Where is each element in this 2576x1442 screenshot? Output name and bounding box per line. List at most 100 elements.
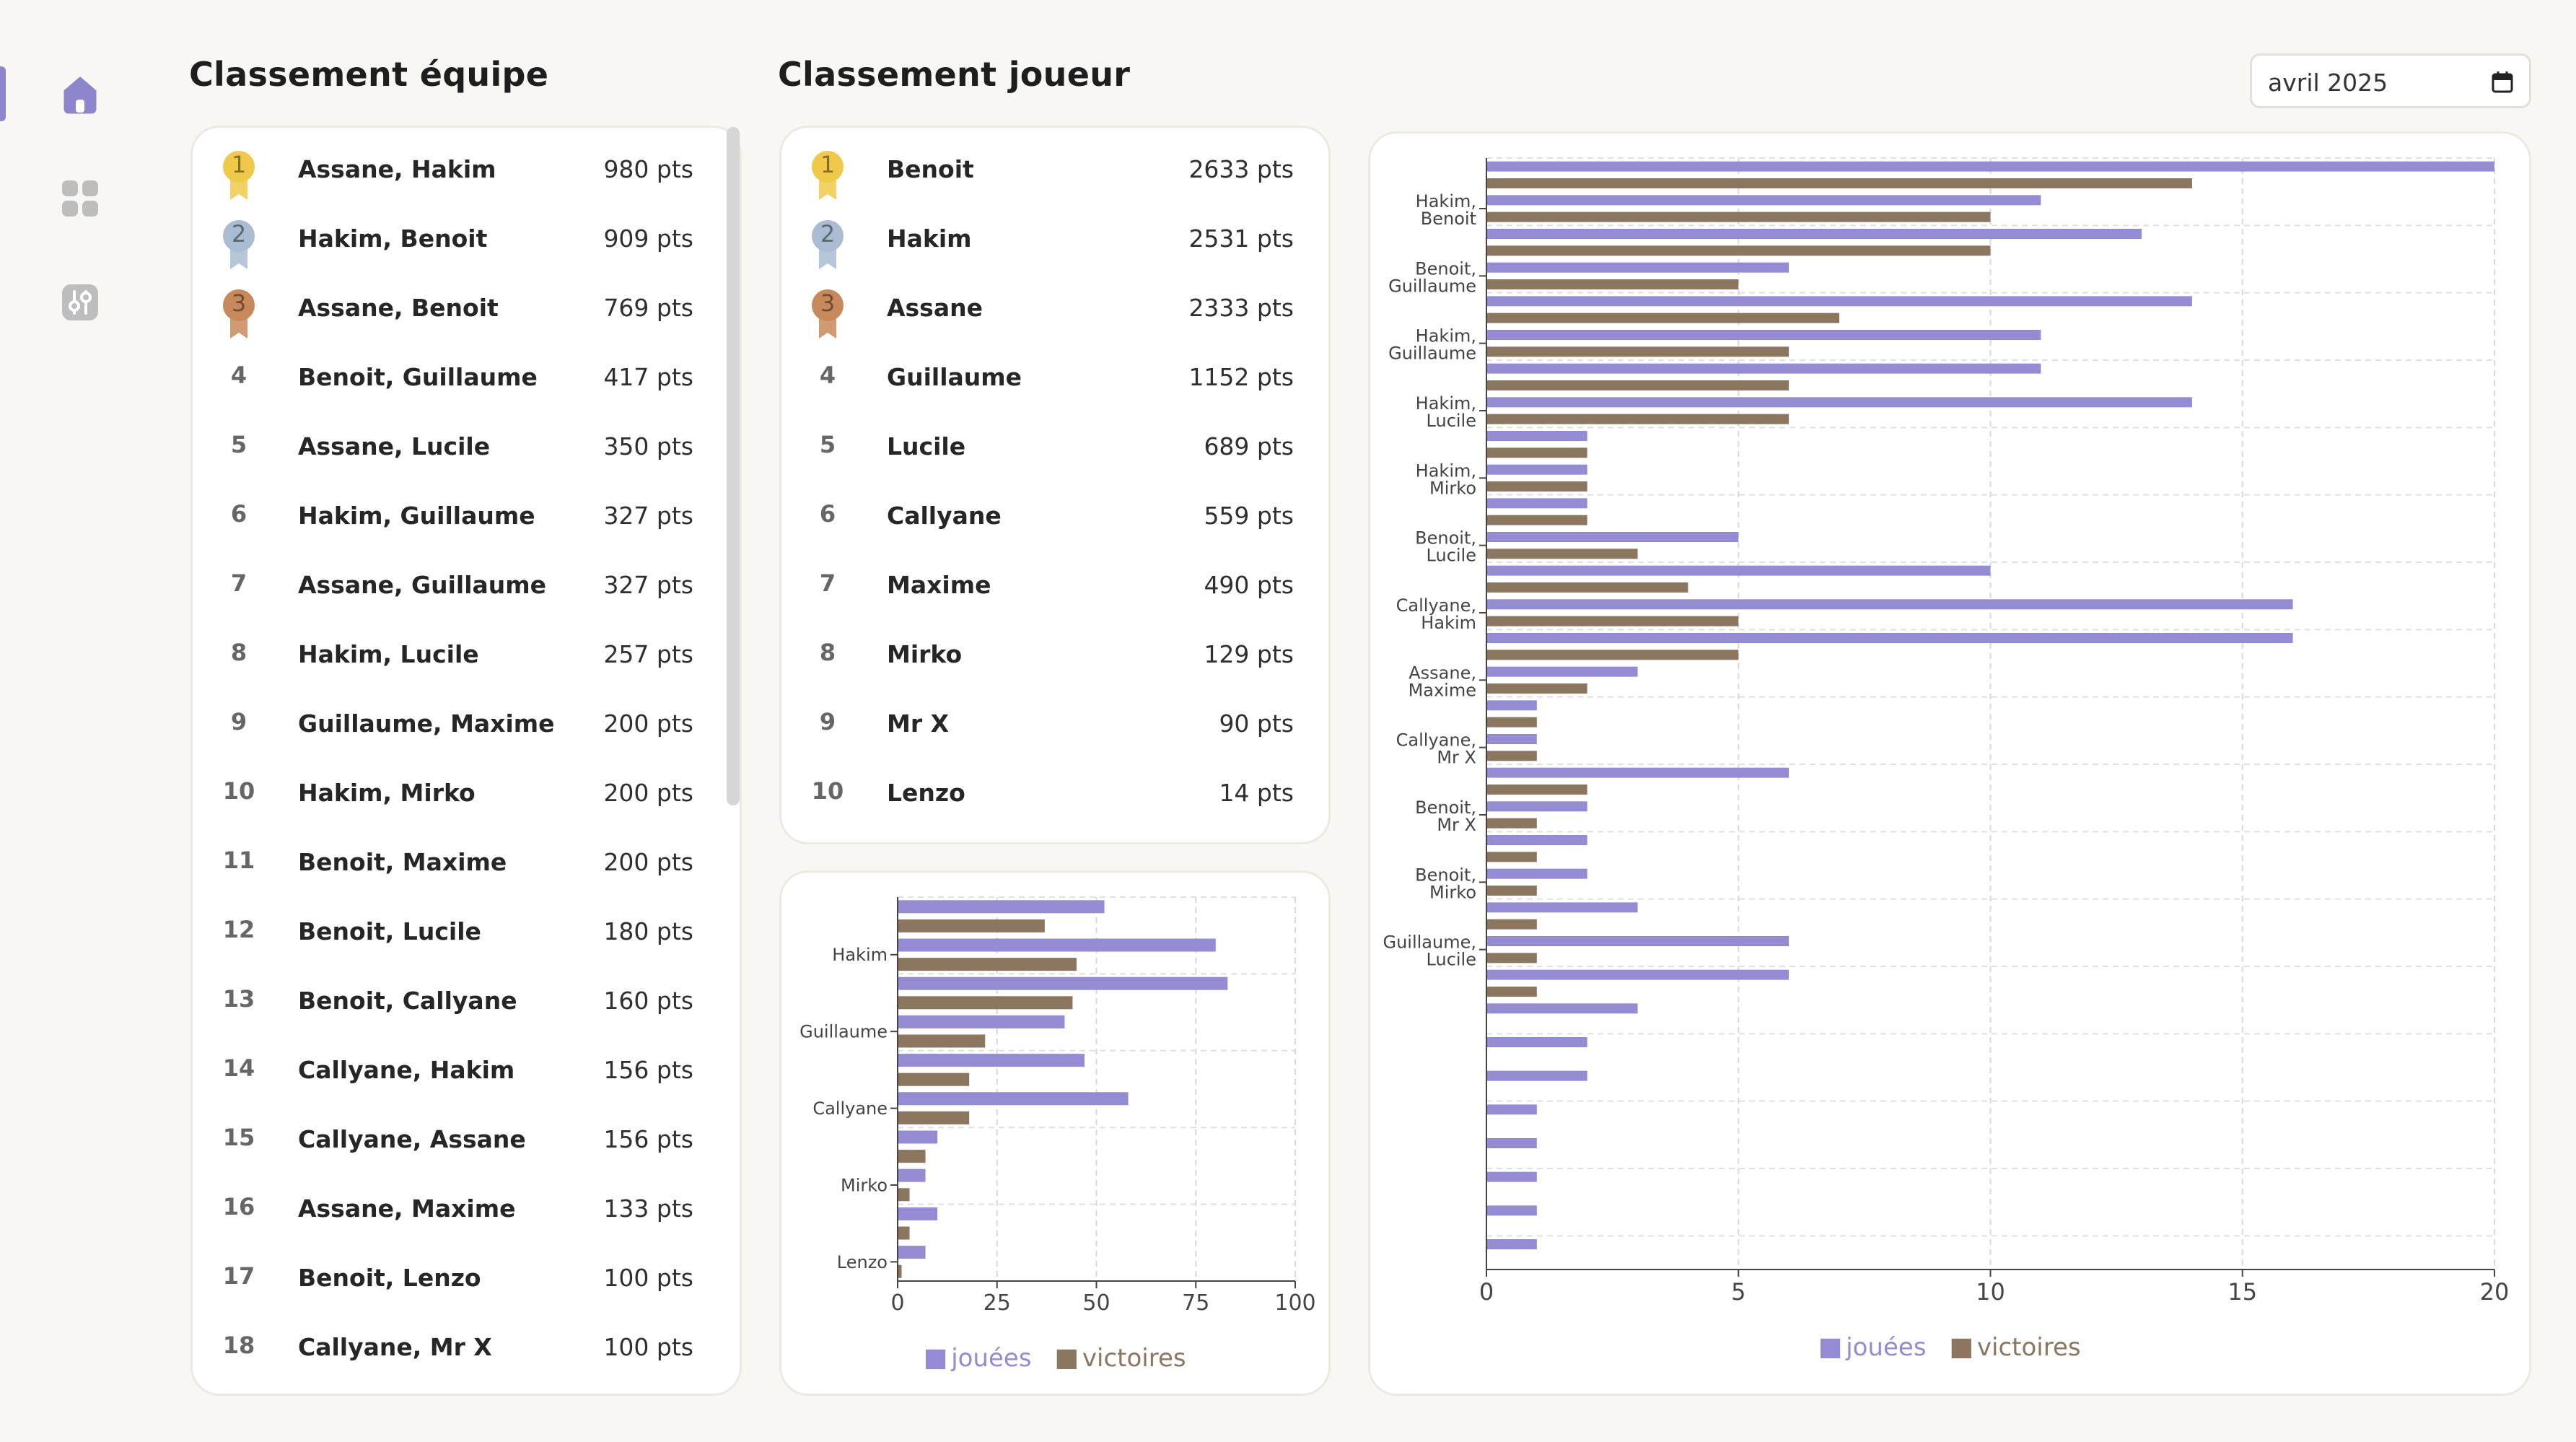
player-ranking-card: 1 Benoit 2633 pts 2 Hakim 2531 pts 3 Assane 2333… (779, 126, 1331, 844)
month-picker[interactable]: avril 2025 (2250, 53, 2531, 108)
bar-wins (1486, 481, 1587, 491)
ranking-row: 18 Callyane, Mr X 100 pts (193, 1316, 740, 1385)
home-icon[interactable] (59, 74, 101, 115)
bar-wins (898, 919, 1045, 932)
ranking-name: Callyane, Assane (298, 1125, 526, 1153)
bar-played (1486, 902, 1638, 913)
bar-wins (1486, 886, 1537, 896)
bar-played (1486, 767, 1789, 778)
rank-number: 8 (819, 639, 836, 666)
bar-wins (1486, 751, 1537, 761)
ranking-points: 559 pts (1204, 502, 1294, 530)
legend-label-wins: victoires (1977, 1333, 2081, 1362)
ranking-row: 8 Hakim, Lucile 257 pts (193, 623, 740, 692)
legend-swatch-played (926, 1349, 946, 1369)
ranking-points: 156 pts (603, 1125, 693, 1153)
bar-wins (898, 1226, 910, 1240)
ranking-name: Hakim (887, 224, 972, 253)
bar-played (898, 1015, 1065, 1028)
y-tick-label: Hakim, (1416, 393, 1476, 414)
rank-number: 4 (230, 362, 247, 389)
ranking-points: 980 pts (603, 155, 693, 183)
bar-wins (898, 1072, 970, 1086)
rank-number: 13 (222, 985, 255, 1013)
bar-played (1486, 229, 2142, 239)
bar-played (1486, 835, 1587, 845)
rank-number: 18 (222, 1332, 255, 1359)
bar-wins (1486, 279, 1739, 289)
ranking-name: Assane, Lucile (298, 432, 491, 460)
legend-swatch-played (1821, 1338, 1841, 1358)
bar-played (1486, 464, 1587, 475)
y-tick-label: Assane, (1409, 663, 1476, 683)
y-tick-label: Lucile (1427, 411, 1476, 431)
y-tick-label: Lucile (1427, 950, 1476, 970)
ranking-points: 327 pts (603, 571, 693, 599)
bar-wins (1486, 380, 1789, 390)
bar-played (1486, 734, 1537, 744)
rank-number: 14 (222, 1054, 255, 1082)
y-tick-label: Guillaume (799, 1022, 888, 1042)
bar-played (1486, 195, 2041, 206)
bar-played (1486, 868, 1587, 879)
bar-wins (1486, 549, 1638, 559)
ranking-points: 100 pts (603, 1333, 693, 1361)
bar-played (1486, 801, 1587, 812)
ranking-points: 200 pts (603, 709, 693, 738)
bar-wins (1486, 313, 1839, 323)
team-ranking-title: Classement équipe (189, 55, 549, 94)
rank-number: 4 (819, 362, 836, 389)
ranking-points: 2531 pts (1188, 224, 1294, 253)
legend-swatch-wins (1951, 1338, 1971, 1358)
legend-label-played: jouées (1845, 1333, 1926, 1362)
x-tick-label: 75 (1182, 1290, 1209, 1316)
grid-icon[interactable] (59, 178, 101, 219)
y-tick-label: Maxime (1409, 680, 1476, 700)
bar-wins (898, 996, 1073, 1010)
calendar-icon[interactable] (2490, 70, 2515, 95)
rank-number: 3 (820, 289, 836, 317)
bar-wins (1486, 346, 1789, 357)
sliders-icon[interactable] (59, 281, 101, 323)
legend-label-wins: victoires (1082, 1344, 1186, 1373)
y-tick-label: Benoit, (1415, 258, 1476, 279)
x-tick-label: 5 (1731, 1278, 1745, 1306)
ranking-row: 8 Mirko 129 pts (781, 623, 1328, 692)
bar-wins (898, 1034, 986, 1048)
bar-played (898, 1092, 1129, 1106)
y-tick-label: Hakim (832, 945, 888, 965)
ranking-row: 9 Guillaume, Maxime 200 pts (193, 692, 740, 761)
ranking-points: 100 pts (603, 1264, 693, 1292)
bar-played (1486, 1171, 1537, 1182)
bar-wins (1486, 683, 1587, 694)
bar-played (898, 900, 1105, 914)
y-tick-label: Callyane (812, 1098, 888, 1119)
y-tick-label: Mirko (1429, 478, 1476, 498)
rank-number: 6 (819, 500, 836, 528)
bar-wins (898, 958, 1077, 971)
bar-wins (1486, 852, 1537, 862)
bar-played (1486, 969, 1789, 980)
rank-number: 9 (230, 708, 247, 735)
ranking-name: Guillaume (887, 363, 1022, 391)
bar-wins (898, 1188, 910, 1202)
x-tick-label: 100 (1274, 1290, 1315, 1316)
bar-wins (898, 1264, 902, 1278)
bar-played (1486, 633, 2293, 643)
ranking-name: Benoit, Callyane (298, 987, 517, 1015)
y-tick-label: Benoit (1421, 209, 1476, 229)
player-games-chart: 0 25 50 75 100 Hakim Guillaume Callyane Mirko Len… (799, 896, 1316, 1373)
bronze-medal-icon (806, 287, 849, 341)
bar-played (1486, 498, 1587, 509)
rank-number: 7 (819, 569, 836, 597)
gold-medal-icon (217, 148, 260, 203)
bar-played (1486, 666, 1638, 677)
y-tick-label: Hakim, (1416, 191, 1476, 211)
bar-wins (1486, 582, 1688, 593)
bar-wins (1486, 785, 1587, 795)
bar-played (1486, 599, 2293, 610)
ranking-row: 4 Guillaume 1152 pts (781, 346, 1328, 415)
bar-wins (1486, 447, 1587, 458)
rank-number: 10 (811, 777, 844, 805)
team-ranking-scrollbar[interactable] (727, 127, 740, 805)
